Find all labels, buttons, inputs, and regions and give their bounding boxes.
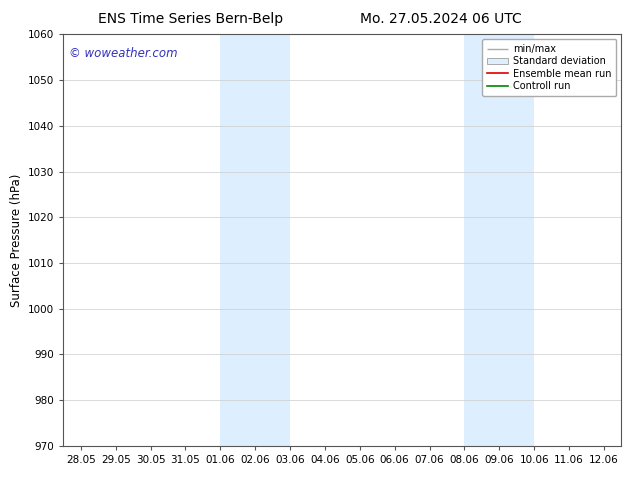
Y-axis label: Surface Pressure (hPa): Surface Pressure (hPa) (10, 173, 23, 307)
Bar (221, 34, 290, 446)
Bar (464, 34, 534, 446)
Text: Mo. 27.05.2024 06 UTC: Mo. 27.05.2024 06 UTC (359, 12, 522, 26)
Text: ENS Time Series Bern-Belp: ENS Time Series Bern-Belp (98, 12, 283, 26)
Legend: min/max, Standard deviation, Ensemble mean run, Controll run: min/max, Standard deviation, Ensemble me… (482, 39, 616, 96)
Text: © woweather.com: © woweather.com (69, 47, 178, 60)
